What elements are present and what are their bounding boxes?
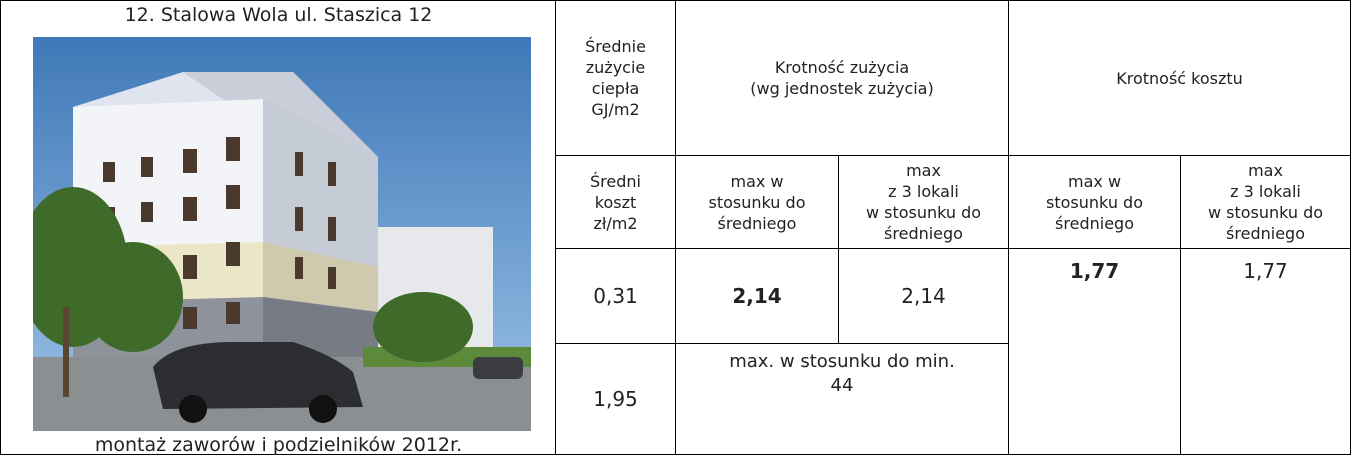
image-caption: montaż zaworów i podzielników 2012r.: [1, 433, 556, 457]
value-cell: 2,14: [676, 249, 839, 344]
page: 12. Stalowa Wola ul. Staszica 12 montaż …: [0, 0, 1355, 454]
value-cell: 2,14: [839, 249, 1009, 344]
image-panel: 12. Stalowa Wola ul. Staszica 12 montaż …: [1, 1, 556, 455]
header-cell: Średnie zużycie ciepła GJ/m2: [556, 1, 676, 156]
image-title: 12. Stalowa Wola ul. Staszica 12: [1, 3, 556, 27]
value-cell: 0,31: [556, 249, 676, 344]
value-cell: 1,95: [556, 344, 676, 455]
header-cell: Średni koszt zł/m2: [556, 156, 676, 249]
data-table: 12. Stalowa Wola ul. Staszica 12 montaż …: [0, 0, 1351, 455]
header-cell: max w stosunku do średniego: [676, 156, 839, 249]
value-cell: 1,77: [1181, 249, 1351, 455]
header-cell: Krotność zużycia (wg jednostek zużycia): [676, 1, 1009, 156]
header-cell: max z 3 lokali w stosunku do średniego: [839, 156, 1009, 249]
header-cell: max z 3 lokali w stosunku do średniego: [1181, 156, 1351, 249]
value-cell: 1,77: [1009, 249, 1181, 455]
header-cell: Krotność kosztu: [1009, 1, 1351, 156]
value-cell: max. w stosunku do min. 44: [676, 344, 1009, 455]
building-photo: [33, 37, 531, 431]
header-cell: max w stosunku do średniego: [1009, 156, 1181, 249]
